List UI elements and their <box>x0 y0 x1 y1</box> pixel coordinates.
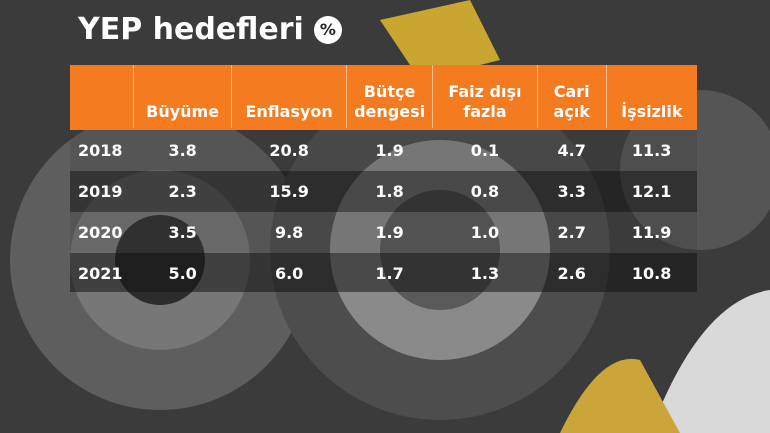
value-cell: 12.1 <box>606 170 697 212</box>
value-cell: 1.7 <box>346 252 433 292</box>
value-cell: 0.8 <box>432 170 538 212</box>
value-cell: 2.6 <box>537 252 607 292</box>
value-cell: 3.3 <box>537 170 607 212</box>
table-row: 2020 3.5 9.8 1.9 1.0 2.7 11.9 <box>70 211 697 253</box>
value-cell: 2.7 <box>537 211 607 253</box>
value-cell: 3.5 <box>133 211 232 253</box>
value-cell: 4.7 <box>537 129 607 171</box>
year-cell: 2019 <box>70 170 134 212</box>
title: YEP hedefleri % <box>78 12 342 47</box>
column-header: İşsizlik <box>606 65 697 130</box>
year-cell: 2018 <box>70 129 134 171</box>
value-cell: 1.0 <box>432 211 538 253</box>
value-cell: 10.8 <box>606 252 697 292</box>
value-cell: 1.8 <box>346 170 433 212</box>
value-cell: 0.1 <box>432 129 538 171</box>
value-cell: 1.9 <box>346 129 433 171</box>
value-cell: 1.3 <box>432 252 538 292</box>
unit-badge: % <box>313 15 342 44</box>
column-header: Enflasyon <box>231 65 347 130</box>
table-row: 2019 2.3 15.9 1.8 0.8 3.3 12.1 <box>70 170 697 212</box>
value-cell: 6.0 <box>231 252 347 292</box>
table-row: 2018 3.8 20.8 1.9 0.1 4.7 11.3 <box>70 129 697 171</box>
year-cell: 2021 <box>70 252 134 292</box>
column-header: Cari açık <box>537 65 607 130</box>
value-cell: 11.9 <box>606 211 697 253</box>
year-cell: 2020 <box>70 211 134 253</box>
column-header: Faiz dışı fazla <box>432 65 538 130</box>
corner-cell <box>70 65 134 130</box>
column-header: Bütçe dengesi <box>346 65 434 130</box>
value-cell: 1.9 <box>346 211 433 253</box>
table-row: 2021 5.0 6.0 1.7 1.3 2.6 10.8 <box>70 252 697 292</box>
column-header: Büyüme <box>133 65 233 130</box>
title-text: YEP hedefleri <box>78 12 304 47</box>
value-cell: 20.8 <box>231 129 347 171</box>
data-table: Büyüme Enflasyon Bütçe dengesi Faiz dışı fa… <box>70 65 697 292</box>
header-row: Büyüme Enflasyon Bütçe dengesi Faiz dışı fa… <box>70 65 697 130</box>
value-cell: 3.8 <box>133 129 232 171</box>
value-cell: 15.9 <box>231 170 347 212</box>
value-cell: 9.8 <box>231 211 347 253</box>
value-cell: 2.3 <box>133 170 232 212</box>
value-cell: 5.0 <box>133 252 232 292</box>
value-cell: 11.3 <box>606 129 697 171</box>
